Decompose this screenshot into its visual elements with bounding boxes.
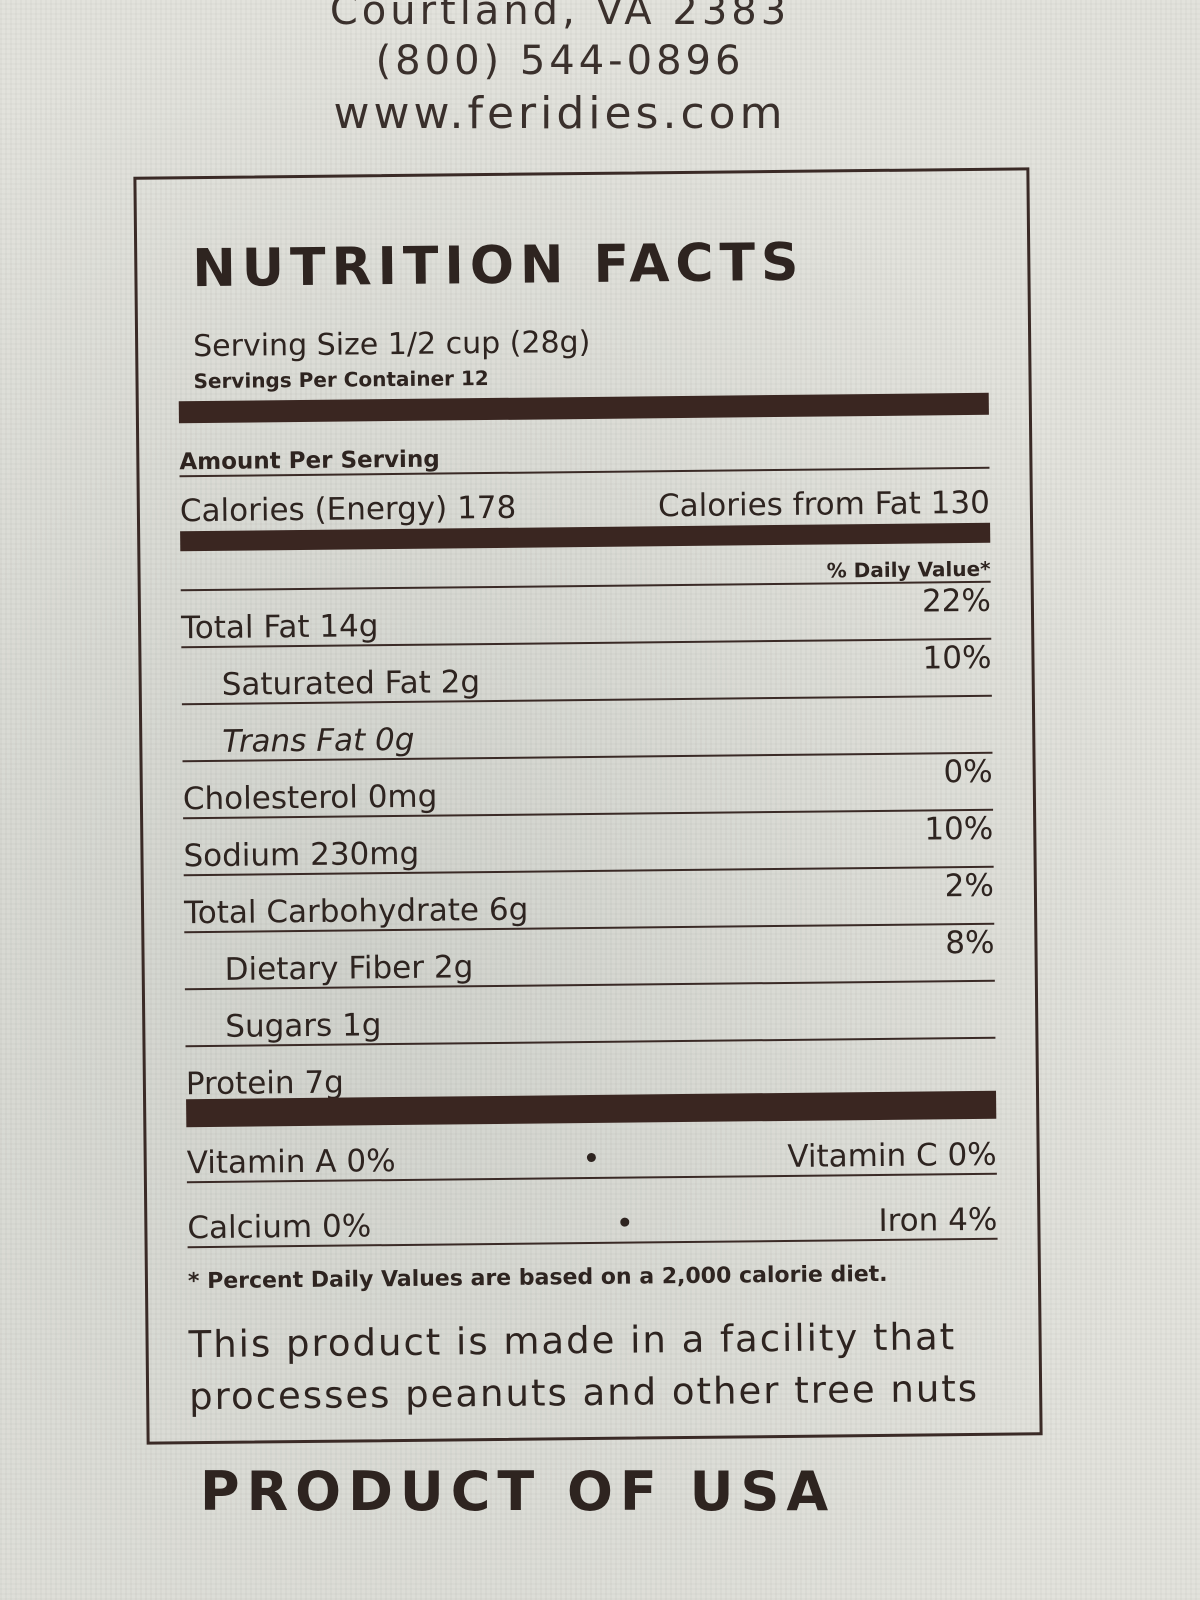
nutrient-name: Sodium 230mg: [183, 835, 420, 875]
nutrient-row: Saturated Fat 2g 10%: [181, 639, 992, 706]
phone: (800) 544-0896: [375, 38, 745, 84]
website: www.feridies.com: [333, 88, 787, 139]
serving-size: Serving Size 1/2 cup (28g): [192, 324, 591, 365]
footnote: * Percent Daily Values are based on a 2,…: [187, 1261, 888, 1295]
nutrient-name: Protein 7g: [185, 1064, 344, 1103]
dv-header: % Daily Value*: [826, 556, 991, 583]
divider-thick: [178, 392, 989, 424]
nutrient-daily-value: 10%: [924, 810, 994, 848]
label-title: NUTRITION FACTS: [192, 232, 805, 300]
nutrient-name: Cholesterol 0mg: [182, 778, 438, 818]
allergen-statement: This product is made in a facility that …: [188, 1311, 979, 1423]
nutrient-row: Sugars 1g: [184, 981, 996, 1048]
nutrient-name: Sugars 1g: [225, 1007, 382, 1045]
servings-per-container: Servings Per Container 12: [193, 366, 489, 394]
nutrient-daily-value: 8%: [945, 924, 995, 962]
calories-from-fat: Calories from Fat 130: [657, 484, 991, 525]
nutrient-row: Sodium 230mg 10%: [183, 810, 994, 877]
vitamin-c: Vitamin C 0%: [787, 1136, 997, 1175]
vitamin-row: Calcium 0% • Iron 4%: [186, 1175, 998, 1249]
nutrient-row: Total Carbohydrate 6g 2%: [183, 867, 995, 934]
nutrient-name: Saturated Fat 2g: [221, 664, 481, 703]
nutrient-row: Dietary Fiber 2g 8%: [184, 924, 995, 991]
iron: Iron 4%: [878, 1201, 998, 1239]
calcium: Calcium 0%: [187, 1208, 372, 1247]
nutrient-daily-value: 0%: [943, 753, 993, 791]
product-origin: PRODUCT OF USA: [200, 1460, 836, 1523]
vitamin-a: Vitamin A 0%: [186, 1143, 396, 1182]
nutrition-label: NUTRITION FACTS Serving Size 1/2 cup (28…: [133, 167, 1043, 1445]
nutrient-row: Trans Fat 0g: [181, 696, 993, 763]
amount-per-serving: Amount Per Serving: [179, 446, 440, 476]
nutrient-daily-value: 2%: [944, 867, 995, 905]
allergen-line-2: processes peanuts and other tree nuts: [188, 1366, 980, 1419]
nutrient-row: Cholesterol 0mg 0%: [182, 753, 994, 820]
amount-per-serving-row: Amount Per Serving: [179, 428, 990, 478]
nutrient-name: Dietary Fiber 2g: [224, 949, 474, 988]
calories: Calories (Energy) 178: [179, 489, 517, 530]
nutrient-name: Total Carbohydrate 6g: [183, 891, 529, 932]
nutrient-name: Total Fat 14g: [180, 608, 379, 647]
nutrient-row: Total Fat 14g 22%: [180, 582, 992, 649]
calories-row: Calories (Energy) 178 Calories from Fat …: [180, 471, 990, 529]
nutrient-daily-value: 10%: [922, 639, 992, 677]
allergen-line-1: This product is made in a facility that: [188, 1315, 957, 1367]
address: Courtland, VA 2383: [329, 0, 791, 34]
nutrient-name: Trans Fat 0g: [222, 721, 415, 760]
nutrient-daily-value: 22%: [921, 582, 992, 620]
vitamin-row: Vitamin A 0% • Vitamin C 0%: [186, 1120, 997, 1184]
